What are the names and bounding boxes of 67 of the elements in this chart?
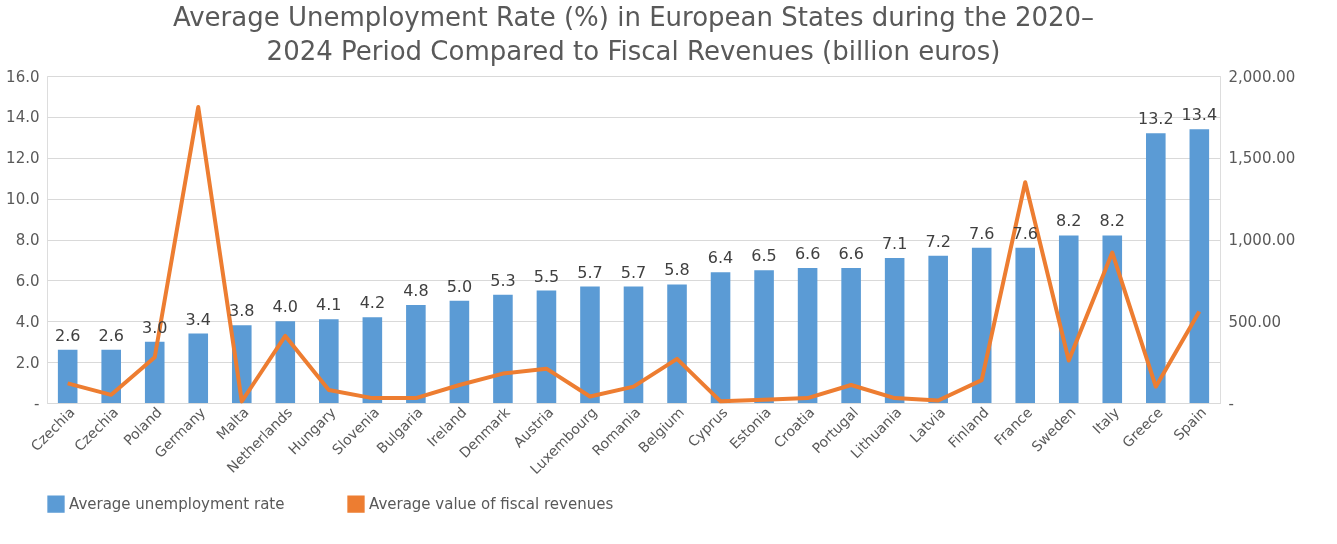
bar	[580, 286, 600, 403]
legend-label: Average value of fiscal revenues	[369, 495, 614, 514]
bar	[57, 349, 78, 403]
data-label: 6.5	[751, 246, 777, 266]
y-tick-label: 10.0	[6, 190, 40, 209]
bar	[797, 268, 818, 403]
chart-title: Average Unemployment Rate (%) in European States during the 2020–2024 Period Compared to Fiscal Revenues (billion euros)	[172, 2, 1095, 66]
bar	[971, 247, 992, 403]
data-label: 7.2	[925, 231, 951, 251]
data-label: 2.6	[54, 325, 81, 345]
bar	[449, 300, 470, 403]
bar	[362, 317, 383, 403]
data-label: 13.4	[1181, 105, 1218, 125]
bar	[1102, 235, 1123, 403]
bar	[1015, 247, 1036, 403]
data-label: 3.4	[185, 309, 211, 329]
data-label: 6.6	[838, 244, 864, 264]
bar	[319, 319, 339, 403]
data-label: 8.2	[1099, 211, 1125, 231]
data-label: 5.3	[490, 270, 516, 290]
data-label: 4.1	[316, 295, 342, 315]
y2-tick-label: 2,000.00	[1228, 67, 1296, 86]
data-label: 6.6	[794, 244, 821, 264]
data-label: 5.8	[664, 260, 690, 280]
data-label: 7.1	[881, 233, 908, 253]
bar	[667, 284, 687, 403]
y-tick-label: -	[34, 394, 40, 413]
y-tick-label: 6.0	[15, 271, 40, 290]
data-label: 4.0	[272, 297, 299, 317]
bar	[101, 349, 121, 403]
bar	[928, 255, 948, 403]
y-tick-label: 16.0	[6, 67, 40, 86]
data-label: 13.2	[1137, 109, 1174, 129]
y-tick-label: 8.0	[15, 231, 40, 249]
bar	[754, 270, 774, 403]
bar	[623, 286, 644, 403]
data-label: 7.6	[968, 223, 995, 243]
bar	[1146, 133, 1166, 403]
y-tick-label: 4.0	[15, 312, 40, 331]
data-label: 2.6	[98, 325, 124, 345]
data-label: 4.2	[359, 293, 386, 313]
data-label: 3.8	[229, 301, 255, 321]
bar	[406, 304, 426, 403]
data-label: 5.0	[446, 276, 473, 296]
y2-tick-label: 1,000.00	[1228, 231, 1296, 249]
y2-tick-label: 1,500.00	[1228, 149, 1296, 168]
bar	[536, 290, 557, 403]
data-label: 5.7	[620, 262, 647, 282]
bar	[144, 341, 165, 403]
bar	[1058, 235, 1079, 403]
y-tick-label: 12.0	[6, 149, 40, 168]
bar	[493, 294, 513, 403]
data-label: 5.7	[577, 262, 603, 282]
bar	[710, 272, 731, 403]
data-label: 6.4	[707, 248, 734, 268]
y2-tick-label: 500.00	[1228, 312, 1281, 331]
bar	[188, 333, 209, 403]
legend-label: Average unemployment rate	[69, 495, 285, 514]
bar	[841, 268, 861, 403]
y2-tick-label: -	[1228, 394, 1234, 413]
data-label: 5.5	[533, 266, 560, 286]
y-tick-label: 14.0	[6, 108, 40, 127]
bar	[1189, 129, 1210, 403]
bar	[884, 257, 905, 403]
y-tick-label: 2.0	[15, 353, 40, 372]
data-label: 4.8	[403, 280, 429, 300]
data-label: 8.2	[1056, 211, 1082, 231]
